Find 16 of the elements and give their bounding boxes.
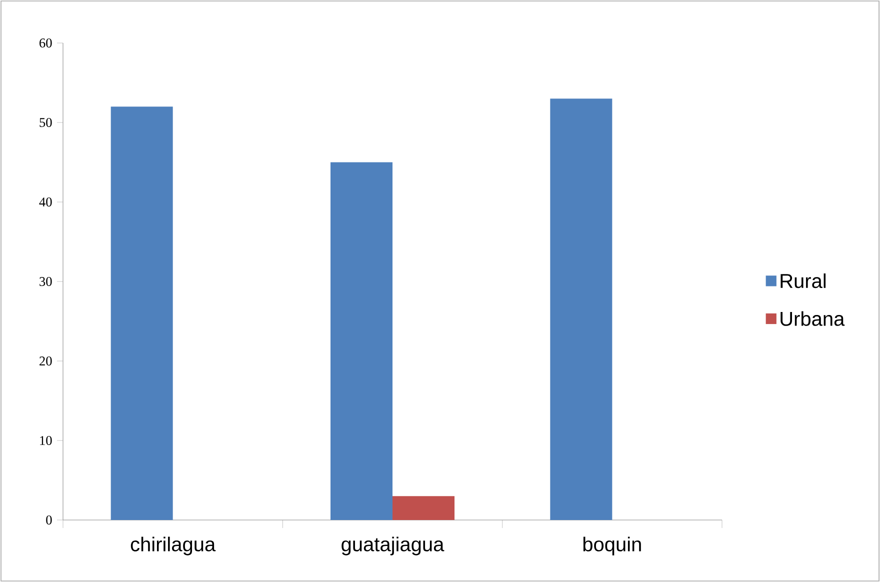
x-tick-label: chirilagua (130, 536, 216, 556)
y-tick-label: 30 (40, 277, 52, 286)
legend-label: Rural (780, 273, 826, 288)
x-tick-label: boquin (583, 536, 641, 556)
y-tick-label: 60 (40, 38, 52, 48)
y-tick-label: 10 (40, 436, 52, 445)
legend-label: Urbana (780, 311, 845, 326)
x-tick-label: guatajiagua (342, 536, 444, 556)
y-tick-label: 40 (39, 198, 52, 206)
y-tick-label: 50 (40, 118, 52, 127)
bar (110, 106, 173, 520)
y-tick-label: 0 (46, 516, 52, 524)
bar (550, 98, 612, 520)
y-tick-label: 20 (40, 356, 52, 366)
bar (392, 496, 455, 520)
bar (330, 162, 393, 520)
